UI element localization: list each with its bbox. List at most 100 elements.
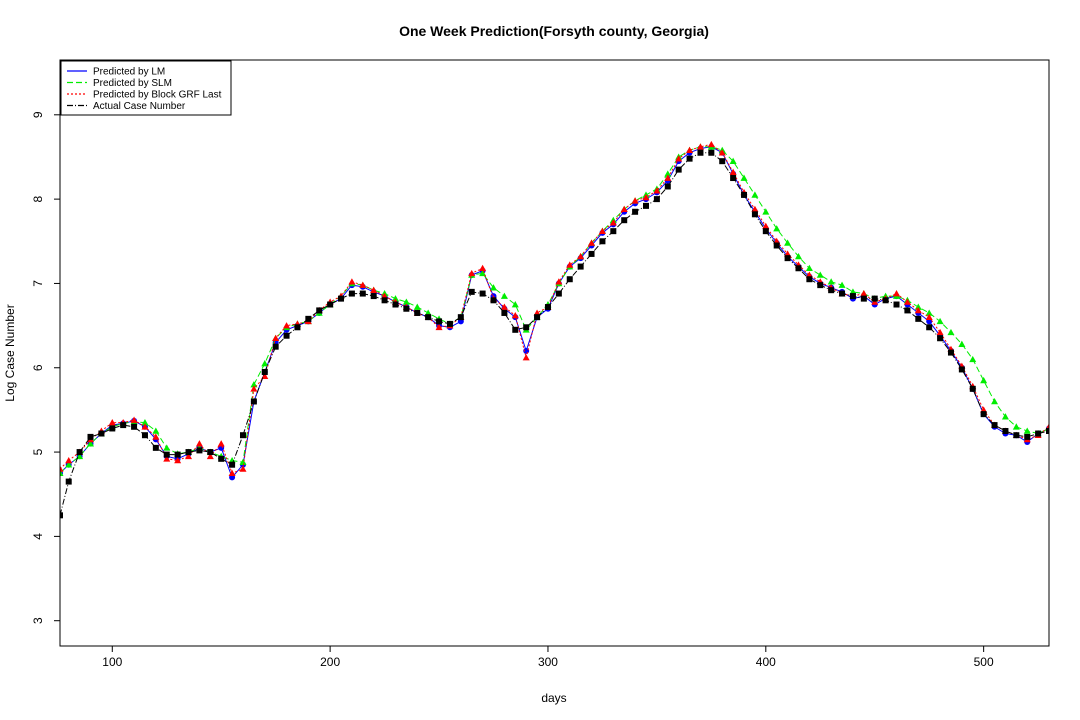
data-point (860, 290, 868, 297)
data-point (555, 278, 563, 285)
data-point (914, 303, 922, 310)
data-point (828, 287, 835, 294)
data-point (751, 205, 759, 213)
series-0 (60, 143, 1049, 481)
data-point (936, 328, 944, 336)
data-point (511, 311, 519, 319)
data-point (500, 292, 508, 299)
data-point (926, 324, 933, 331)
data-point (468, 288, 475, 295)
data-point (914, 306, 922, 314)
data-point (479, 264, 487, 272)
data-point (784, 239, 792, 246)
data-point (664, 174, 672, 181)
data-point (436, 318, 443, 325)
series-line-1 (60, 146, 1049, 474)
data-point (947, 349, 954, 356)
data-point (109, 425, 116, 432)
data-point (1046, 427, 1049, 434)
y-axis-label: Log Case Number (3, 304, 17, 401)
series-1 (60, 143, 1049, 476)
data-point (195, 440, 203, 447)
data-point (250, 398, 257, 405)
data-point (773, 242, 780, 249)
data-point (893, 290, 901, 297)
chart-title: One Week Prediction(Forsyth county, Geor… (399, 23, 709, 39)
data-point (207, 449, 214, 456)
data-point (860, 295, 867, 302)
data-point (729, 157, 737, 164)
data-point (1035, 430, 1042, 437)
data-point (1002, 427, 1009, 434)
data-point (642, 193, 650, 201)
data-point (86, 440, 94, 447)
legend-entry: Predicted by LM (93, 67, 165, 78)
data-point (163, 444, 171, 451)
legend-entry: Predicted by Block GRF Last (93, 90, 222, 101)
data-point (239, 432, 246, 439)
data-point (60, 512, 63, 519)
data-point (141, 423, 149, 430)
data-point (65, 457, 73, 464)
data-point (588, 239, 596, 246)
data-point (534, 314, 541, 321)
data-point (206, 452, 214, 460)
data-point (76, 449, 83, 456)
data-point (620, 205, 628, 213)
data-point (773, 225, 781, 232)
data-point (882, 297, 889, 304)
y-tick-label: 7 (31, 280, 45, 287)
data-point (87, 433, 94, 440)
data-point (925, 309, 933, 316)
data-point (120, 422, 127, 429)
data-point (958, 340, 966, 347)
data-point (272, 343, 279, 350)
data-point (969, 385, 976, 392)
data-point (141, 432, 148, 439)
data-point (893, 301, 900, 308)
y-tick-label: 6 (31, 364, 45, 371)
data-point (512, 326, 519, 333)
data-point (621, 217, 628, 224)
data-point (696, 143, 704, 150)
data-point (185, 452, 193, 460)
data-point (228, 469, 236, 476)
data-point (60, 469, 64, 476)
data-point (152, 444, 159, 451)
data-point (174, 457, 182, 464)
data-point (1001, 413, 1009, 420)
data-point (283, 332, 290, 339)
data-point (196, 447, 203, 454)
data-point (632, 208, 639, 215)
data-point (490, 297, 497, 304)
data-point (577, 263, 584, 270)
data-point (392, 301, 399, 308)
data-point (457, 314, 464, 321)
data-point (391, 295, 399, 302)
data-point (598, 227, 606, 234)
x-axis-label: days (541, 691, 566, 705)
data-point (1024, 433, 1031, 440)
data-point (65, 461, 73, 468)
plot-area (60, 140, 1049, 519)
data-point (60, 465, 64, 472)
data-point (523, 324, 530, 331)
y-axis: 3 4 5 6 7 8 9 (31, 111, 60, 624)
data-point (805, 264, 813, 272)
data-point (588, 250, 595, 257)
data-point (446, 320, 453, 327)
data-point (359, 290, 366, 297)
legend-box (60, 60, 232, 116)
data-point (751, 211, 758, 218)
data-point (305, 315, 312, 322)
x-tick-label: 300 (538, 655, 558, 669)
data-point (980, 376, 988, 384)
data-point (794, 252, 802, 260)
data-point (762, 222, 770, 229)
data-point (316, 307, 323, 314)
data-point (729, 168, 737, 175)
data-point (762, 208, 770, 215)
data-point (751, 191, 759, 198)
data-point (370, 293, 377, 300)
